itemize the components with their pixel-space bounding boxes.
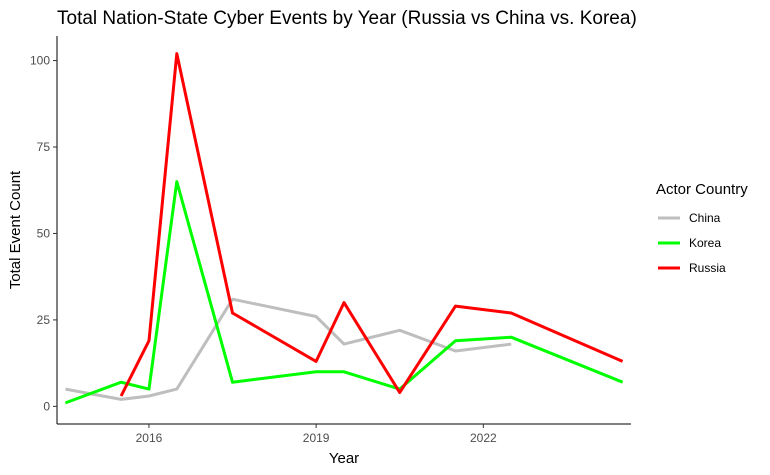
y-tick-label: 75 — [37, 140, 51, 154]
chart-title: Total Nation-State Cyber Events by Year … — [57, 8, 637, 29]
y-tick-label: 25 — [37, 313, 51, 327]
x-tick-label: 2022 — [470, 431, 497, 445]
legend-label-china: China — [689, 211, 721, 225]
legend-label-korea: Korea — [689, 236, 721, 250]
x-axis-title: Year — [329, 450, 359, 467]
x-tick-label: 2019 — [303, 431, 330, 445]
series-line-russia — [119, 52, 624, 397]
y-tick-label: 0 — [43, 399, 50, 413]
series-line-china — [65, 297, 512, 401]
y-tick-label: 100 — [30, 54, 50, 68]
x-axis-ticks: 2016 2019 2022 — [136, 424, 497, 445]
y-axis-ticks: 0 25 50 75 100 — [30, 54, 57, 413]
legend-label-russia: Russia — [689, 261, 726, 275]
legend: Actor Country China Korea Russia — [656, 181, 748, 275]
x-tick-label: 2016 — [136, 431, 163, 445]
series-line-korea — [64, 180, 624, 405]
series-lines — [64, 52, 624, 405]
legend-title: Actor Country — [656, 181, 748, 198]
plot-area: 0 25 50 75 100 2016 2019 2022 — [30, 36, 631, 445]
y-tick-label: 50 — [37, 226, 51, 240]
y-axis-title: Total Event Count — [7, 170, 24, 289]
